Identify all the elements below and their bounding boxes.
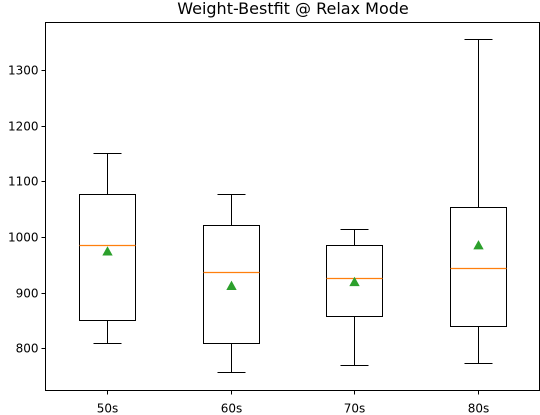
plot-frame <box>45 22 540 391</box>
y-tick-label-1100: 1100 <box>8 175 39 189</box>
box-50s <box>79 194 136 321</box>
x-tick-label-70s: 70s <box>344 402 366 415</box>
mean-marker-50s <box>102 246 113 256</box>
x-tick-label-50s: 50s <box>97 402 119 415</box>
mean-marker-70s <box>349 276 360 287</box>
y-tick-label-1000: 1000 <box>8 231 39 245</box>
y-tick-label-800: 800 <box>16 342 39 356</box>
x-tick-label-60s: 60s <box>221 402 243 415</box>
y-tick-label-1200: 1200 <box>8 120 39 134</box>
box-60s <box>203 225 260 344</box>
box-70s <box>326 245 383 317</box>
mean-marker-80s <box>473 240 484 250</box>
y-tick-label-1300: 1300 <box>8 64 39 78</box>
mean-marker-60s <box>226 280 237 290</box>
box-80s <box>450 207 507 327</box>
chart-title: Weight-Bestfit @ Relax Mode <box>177 0 409 18</box>
y-tick-label-900: 900 <box>16 287 39 301</box>
plot-area: 800 900 1000 1100 1200 1300 50s 60s 70s 80s <box>8 39 507 415</box>
x-tick-label-80s: 80s <box>468 402 490 415</box>
